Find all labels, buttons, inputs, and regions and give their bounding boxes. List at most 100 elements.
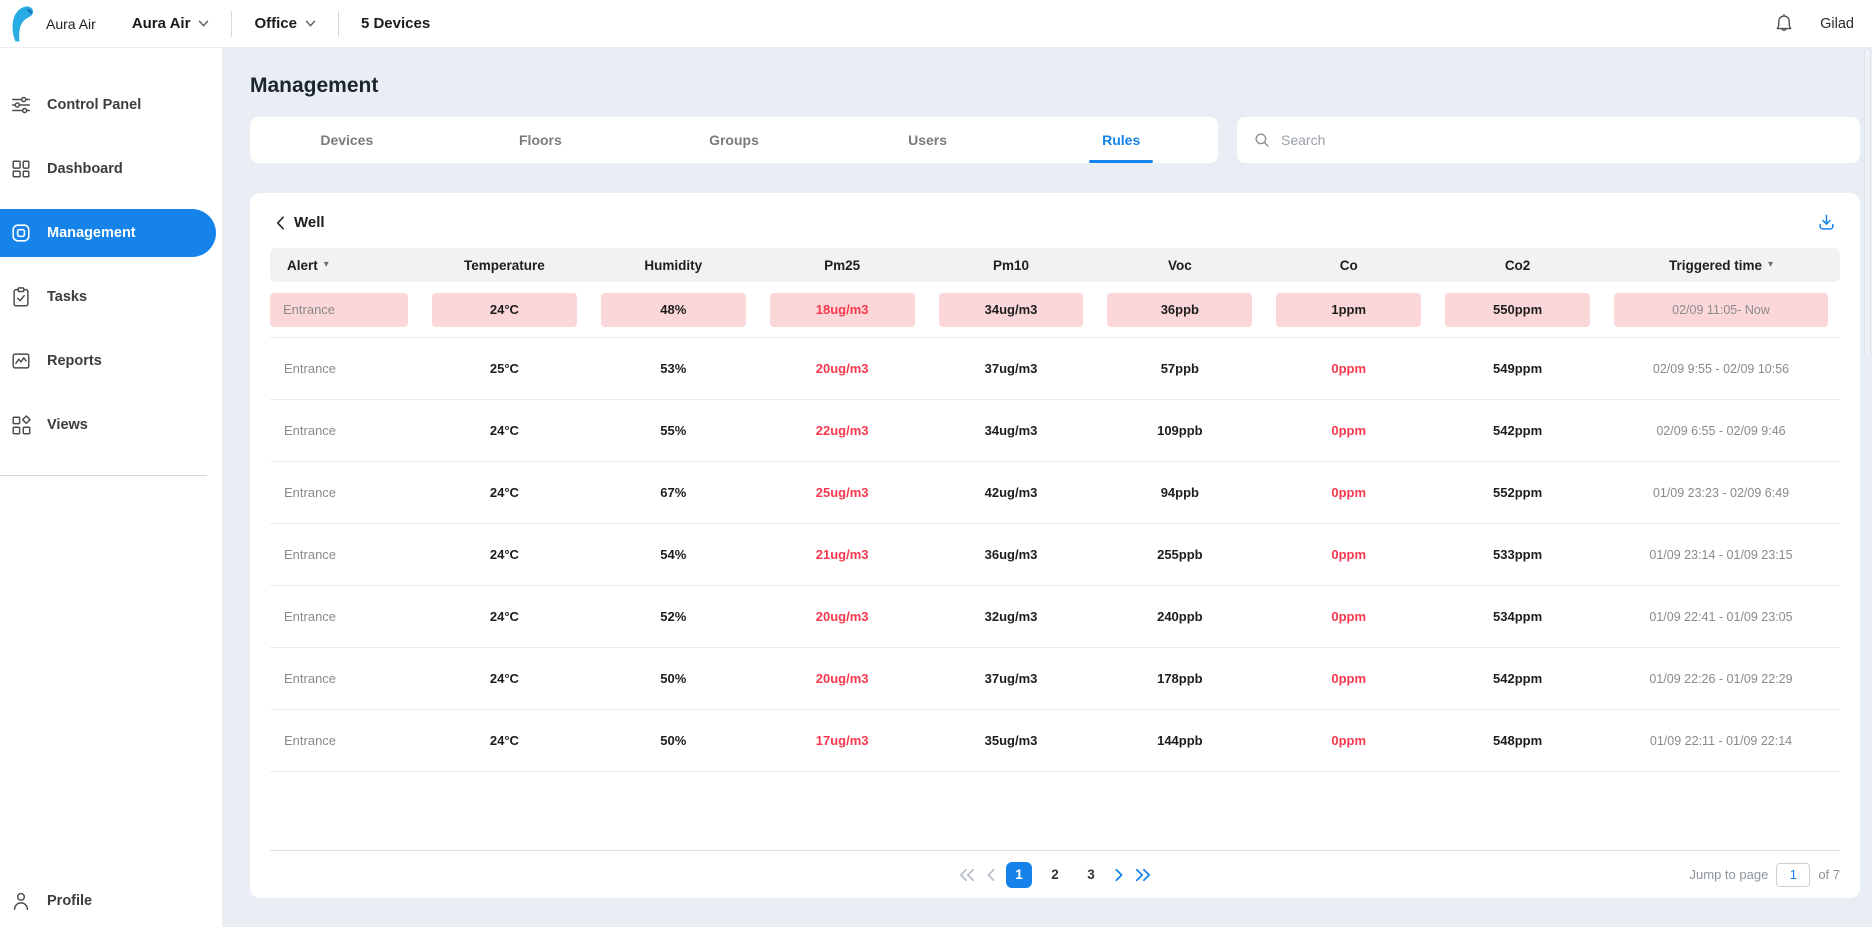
organization-selector[interactable]: Aura Air [132, 15, 210, 32]
column-label: Pm25 [824, 257, 861, 273]
sidebar-item-profile[interactable]: Profile [0, 877, 92, 925]
aura-air-logo-icon [8, 5, 38, 43]
column-label: Temperature [464, 257, 545, 273]
column-header-voc: Voc [1095, 258, 1264, 273]
last-page-icon[interactable] [1134, 868, 1152, 882]
user-name[interactable]: Gilad [1820, 15, 1854, 32]
sidebar-item-tasks[interactable]: Tasks [0, 273, 222, 321]
search-input[interactable] [1281, 132, 1844, 148]
notifications-bell-icon[interactable] [1774, 13, 1794, 35]
sidebar-item-control-panel[interactable]: Control Panel [0, 81, 222, 129]
cell-value: Entrance [284, 422, 337, 438]
tab-users[interactable]: Users [831, 117, 1025, 163]
cell-value: 34ug/m3 [984, 422, 1038, 438]
table-row[interactable]: Entrance 24°C 50% 20ug/m3 37ug/m3 178ppb 0ppm 5… [270, 648, 1840, 710]
page-scrollbar[interactable] [1863, 48, 1872, 927]
topbar-divider [337, 10, 339, 37]
first-page-icon[interactable] [958, 868, 976, 882]
table-row[interactable]: Entrance 24°C 67% 25ug/m3 42ug/m3 94ppb 0ppm 55… [270, 462, 1840, 524]
scrollbar-thumb[interactable] [1864, 48, 1871, 358]
cell-value: 550ppm [1445, 292, 1590, 327]
cell-value: 22ug/m3 [815, 422, 869, 438]
sliders-icon [10, 94, 32, 116]
page-number-2[interactable]: 2 [1051, 867, 1059, 882]
cell-value: 0ppm [1331, 670, 1367, 686]
location-selector[interactable]: Office [254, 15, 316, 32]
group-name: Well [294, 214, 325, 231]
next-page-icon[interactable] [1114, 868, 1124, 882]
cell-value: 18ug/m3 [769, 292, 915, 327]
sidebar-item-reports[interactable]: Reports [0, 337, 222, 385]
cell-value: 0ppm [1331, 608, 1367, 624]
table-row[interactable]: Entrance 24°C 55% 22ug/m3 34ug/m3 109ppb 0ppm 5… [270, 400, 1840, 462]
tab-label: Rules [1102, 132, 1141, 148]
cell-value: 24°C [489, 546, 519, 562]
cell-value: 36ug/m3 [984, 546, 1038, 562]
cell-value: Entrance [284, 670, 337, 686]
cell-value: 01/09 23:14 - 01/09 23:15 [1649, 547, 1793, 562]
cell-value: 0ppm [1331, 422, 1367, 438]
column-label: Alert [287, 257, 318, 273]
column-header-pm10: Pm10 [927, 258, 1096, 273]
tabs-bar: Devices Floors Groups Users Rules [250, 117, 1218, 163]
tab-devices[interactable]: Devices [250, 117, 444, 163]
cell-value: Entrance [284, 546, 337, 562]
column-header-alert[interactable]: Alert ▾ [270, 258, 420, 273]
organization-selector-label: Aura Air [131, 15, 191, 32]
management-icon [10, 222, 32, 244]
column-label: Co [1339, 257, 1358, 273]
sidebar-item-dashboard[interactable]: Dashboard [0, 145, 222, 193]
brand-name: Aura Air [46, 15, 96, 32]
sidebar-item-label: Reports [47, 353, 102, 369]
tab-rules[interactable]: Rules [1024, 117, 1218, 163]
total-pages-label: of 7 [1818, 867, 1840, 882]
table-row[interactable]: Entrance 24°C 54% 21ug/m3 36ug/m3 255ppb 0ppm 5… [270, 524, 1840, 586]
cell-value: 25ug/m3 [815, 484, 869, 500]
cell-value: 94ppb [1160, 484, 1199, 500]
back-button[interactable]: Well [276, 214, 325, 231]
cell-value: 42ug/m3 [984, 484, 1038, 500]
column-label: Voc [1167, 257, 1192, 273]
column-label: Triggered time [1668, 257, 1762, 273]
tab-floors[interactable]: Floors [444, 117, 638, 163]
sidebar-item-management[interactable]: Management [0, 209, 216, 257]
cell-value: 534ppm [1493, 608, 1543, 624]
cell-value: 24°C [489, 422, 519, 438]
cell-value: 37ug/m3 [984, 360, 1038, 376]
sidebar-divider [0, 475, 207, 476]
top-bar: Aura Air Aura Air Office 5 Devices [0, 0, 1872, 48]
sidebar-item-views[interactable]: Views [0, 401, 222, 449]
tab-label: Users [908, 132, 948, 148]
cell-value: 52% [660, 608, 687, 624]
chevron-down-icon [198, 20, 209, 27]
cell-value: 1ppm [1276, 292, 1422, 327]
chevron-down-icon [305, 20, 316, 27]
cell-value: 20ug/m3 [815, 360, 869, 376]
table-row[interactable]: Entrance 24°C 48% 18ug/m3 34ug/m3 36ppb 1ppm 55… [270, 282, 1840, 338]
cell-value: 01/09 22:26 - 01/09 22:29 [1649, 671, 1793, 686]
previous-page-icon[interactable] [986, 868, 996, 882]
cell-value: 533ppm [1493, 546, 1543, 562]
table-row[interactable]: Entrance 24°C 50% 17ug/m3 35ug/m3 144ppb 0ppm 5… [270, 710, 1840, 772]
table-body: Entrance 24°C 48% 18ug/m3 34ug/m3 36ppb 1ppm 55… [270, 282, 1840, 772]
table-row[interactable]: Entrance 24°C 52% 20ug/m3 32ug/m3 240ppb 0ppm 5… [270, 586, 1840, 648]
column-header-temperature: Temperature [420, 258, 589, 273]
sidebar-item-label: Management [47, 225, 136, 241]
download-icon[interactable] [1817, 213, 1836, 232]
cell-value: 109ppb [1157, 422, 1203, 438]
profile-person-icon [10, 890, 32, 912]
jump-to-page-label: Jump to page [1689, 867, 1769, 882]
table-row[interactable]: Entrance 25°C 53% 20ug/m3 37ug/m3 57ppb 0ppm 54… [270, 338, 1840, 400]
page-number-3[interactable]: 3 [1087, 867, 1095, 882]
jump-to-page: Jump to page of 7 [1689, 862, 1840, 887]
cell-value: 24°C [489, 484, 519, 500]
pager: 1 2 3 [958, 861, 1152, 888]
column-header-triggered-time[interactable]: Triggered time ▾ [1602, 258, 1840, 273]
jump-to-page-input[interactable] [1776, 862, 1811, 887]
tab-groups[interactable]: Groups [637, 117, 831, 163]
cell-value: 24°C [489, 608, 519, 624]
search-icon [1253, 131, 1271, 149]
page-number-1[interactable]: 1 [1006, 861, 1032, 888]
cell-value: 0ppm [1331, 360, 1367, 376]
